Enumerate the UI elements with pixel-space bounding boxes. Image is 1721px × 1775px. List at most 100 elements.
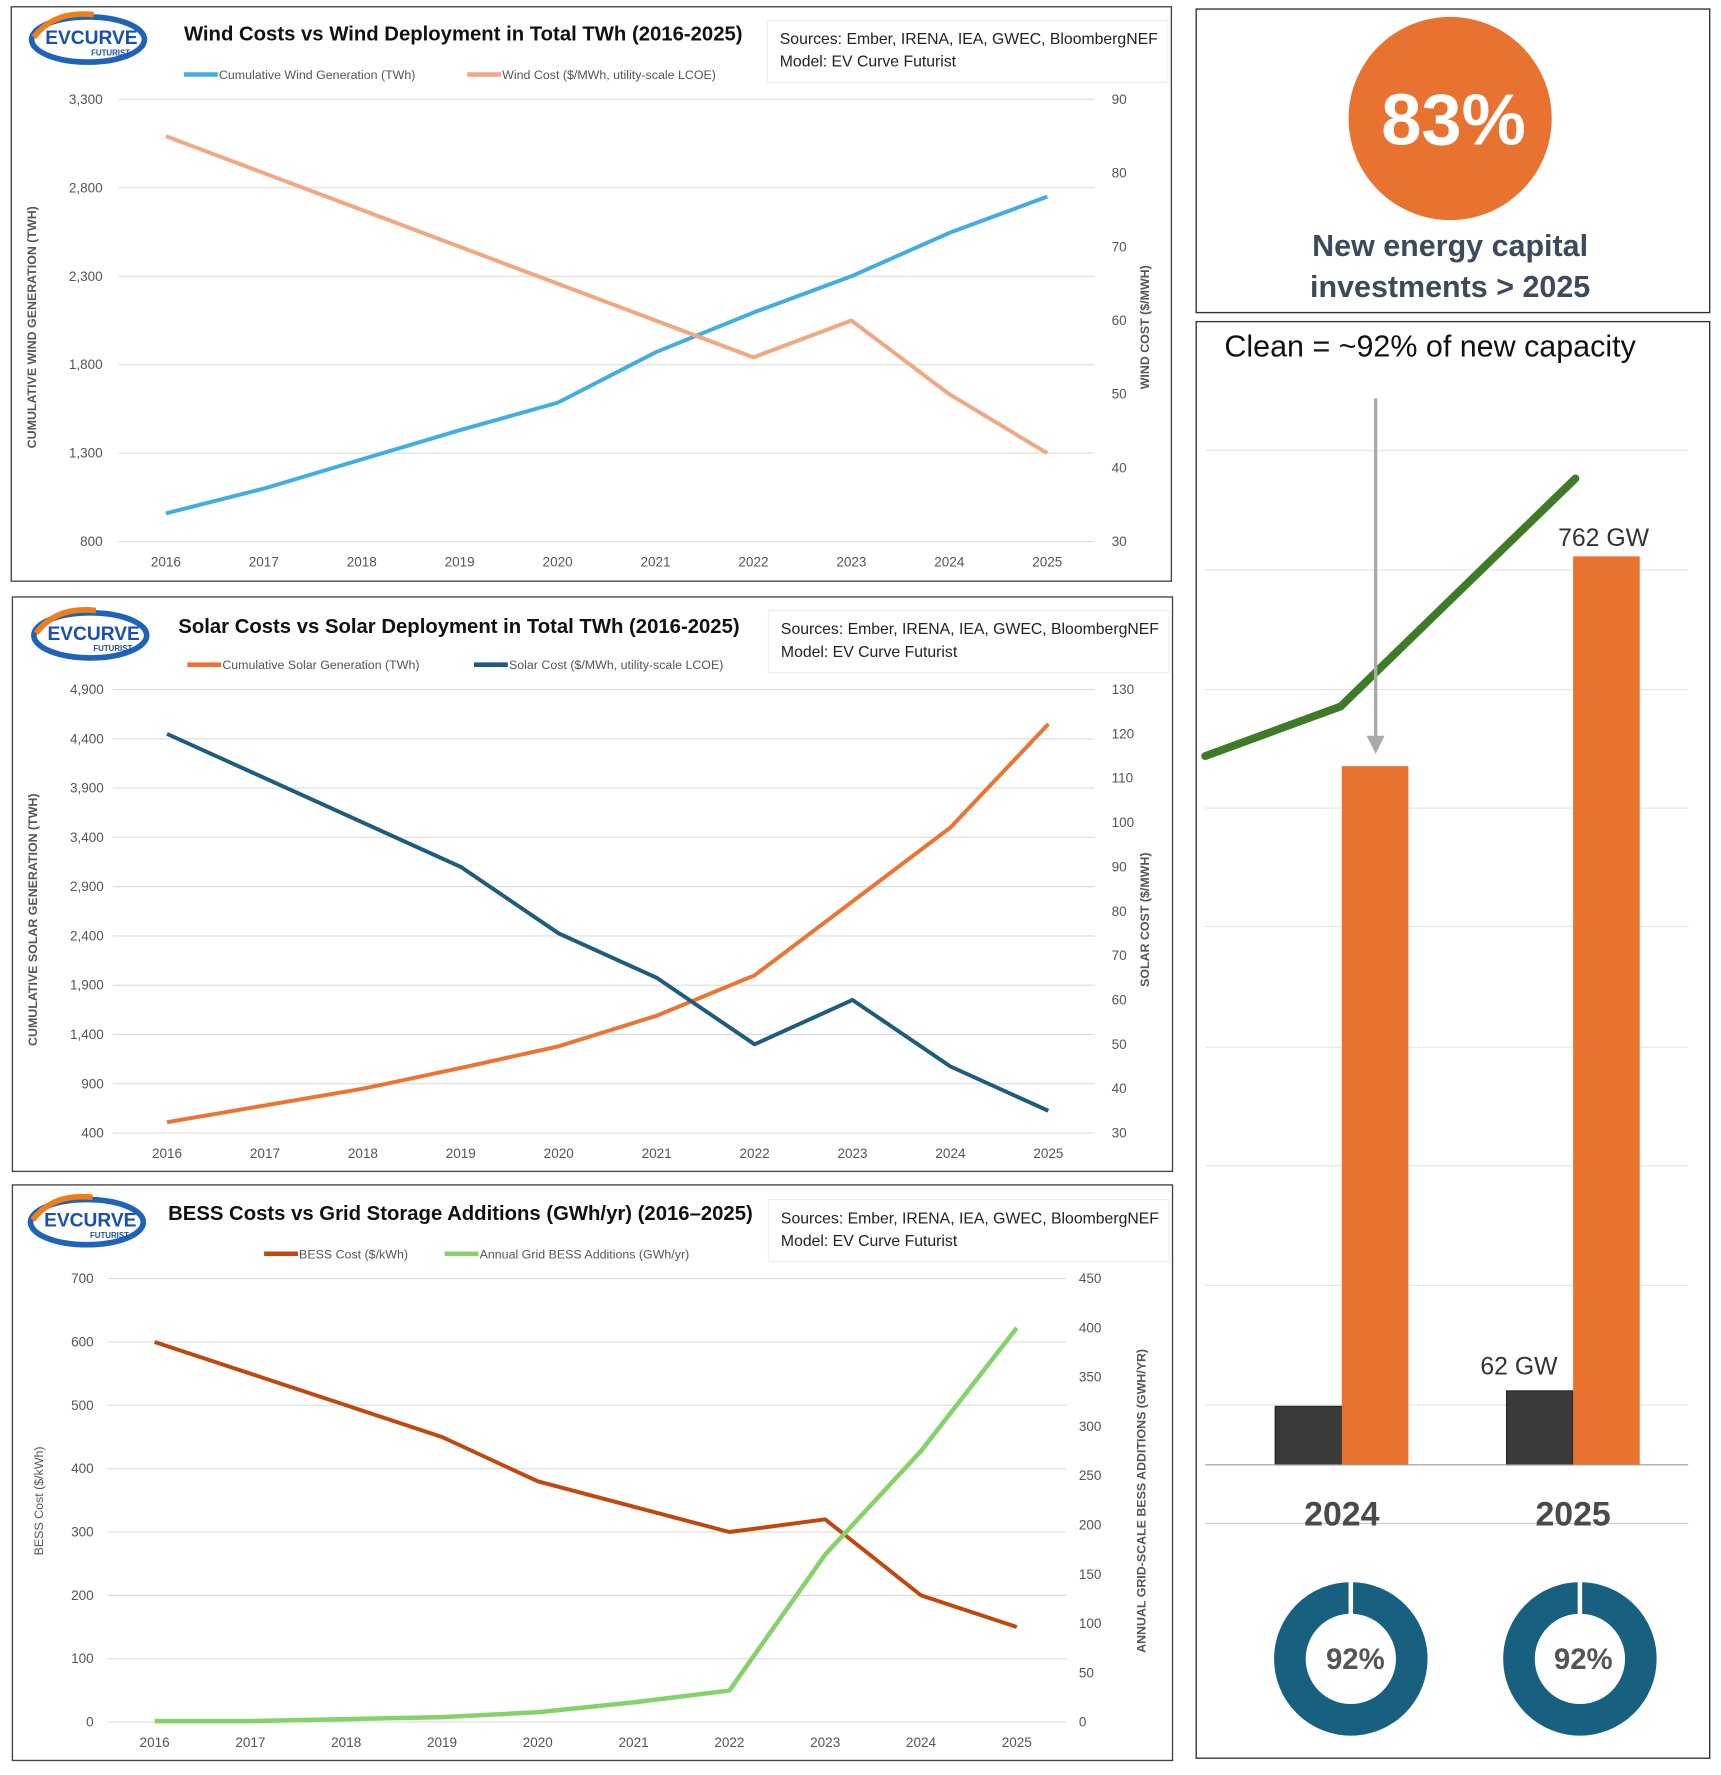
- x-tick-label: 2016: [152, 1146, 182, 1161]
- y2-tick-label: 200: [1079, 1517, 1102, 1532]
- logo-subtitle: FUTURIST: [93, 644, 132, 653]
- y2-tick-label: 60: [1112, 992, 1127, 1007]
- bar-orange-2025: [1573, 556, 1640, 1464]
- bar-dark-2024: [1275, 1406, 1342, 1464]
- y-tick-label: 700: [71, 1271, 94, 1286]
- y-tick-label: 2,800: [69, 180, 103, 195]
- model-text: Model: EV Curve Futurist: [780, 54, 957, 71]
- y2-tick-label: 100: [1112, 815, 1135, 830]
- stat-line-2: investments > 2025: [1310, 270, 1590, 304]
- y-axis-label: CUMULATIVE SOLAR GENERATION (TWH): [26, 793, 40, 1045]
- x-tick-label: 2018: [331, 1735, 361, 1750]
- stat-value: 83%: [1381, 80, 1526, 160]
- legend-entry: Cumulative Wind Generation (TWh): [219, 68, 416, 82]
- logo-wordmark: EVCURVE: [47, 624, 140, 645]
- chart-panel: [11, 7, 1171, 581]
- y-tick-label: 1,800: [69, 357, 103, 372]
- bar-dark-2025: [1507, 1391, 1574, 1465]
- y2-tick-label: 30: [1112, 1126, 1127, 1141]
- x-tick-label: 2020: [523, 1735, 553, 1750]
- logo-wordmark: EVCURVE: [44, 1211, 137, 1232]
- x-tick-label: 2017: [235, 1735, 265, 1750]
- y-tick-label: 1,900: [70, 978, 104, 993]
- x-tick-label: 2025: [1033, 1146, 1063, 1161]
- y2-tick-label: 40: [1112, 460, 1127, 475]
- model-text: Model: EV Curve Futurist: [781, 1233, 958, 1250]
- x-tick-label: 2018: [347, 555, 377, 570]
- chart-title: Solar Costs vs Solar Deployment in Total…: [178, 616, 739, 638]
- model-text: Model: EV Curve Futurist: [781, 644, 958, 661]
- x-tick-label: 2016: [151, 555, 181, 570]
- y-tick-label: 2,400: [70, 928, 104, 943]
- x-tick-label: 2021: [640, 555, 670, 570]
- x-tick-label: 2019: [445, 555, 475, 570]
- bar-orange-2024: [1342, 766, 1409, 1465]
- y2-axis-label: SOLAR COST ($/MWH): [1138, 853, 1152, 987]
- x-tick-label: 2024: [906, 1735, 937, 1750]
- y2-tick-label: 70: [1112, 239, 1127, 254]
- y-tick-label: 100: [71, 1651, 94, 1666]
- x-tick-label: 2022: [738, 555, 768, 570]
- sources-text: Sources: Ember, IRENA, IEA, GWEC, Bloomb…: [781, 1210, 1159, 1227]
- y2-axis-label: ANNUAL GRID-SCALE BESS ADDITIONS (GWH/YR…: [1134, 1349, 1148, 1653]
- category-label-2024: 2024: [1304, 1496, 1379, 1534]
- x-tick-label: 2020: [544, 1146, 574, 1161]
- y-tick-label: 400: [81, 1126, 104, 1141]
- chart-panel: [12, 597, 1172, 1171]
- y-tick-label: 800: [80, 534, 103, 549]
- x-tick-label: 2023: [810, 1735, 840, 1750]
- x-tick-label: 2025: [1032, 555, 1062, 570]
- y-tick-label: 900: [81, 1076, 104, 1091]
- y-tick-label: 2,300: [69, 269, 103, 284]
- sources-text: Sources: Ember, IRENA, IEA, GWEC, Bloomb…: [781, 621, 1159, 638]
- sources-text: Sources: Ember, IRENA, IEA, GWEC, Bloomb…: [780, 31, 1158, 48]
- donut-label-2025: 92%: [1554, 1643, 1613, 1676]
- y2-axis-label: WIND COST ($/MWH): [1138, 265, 1152, 389]
- legend-entry: Solar Cost ($/MWh, utility-scale LCOE): [509, 658, 723, 672]
- y2-tick-label: 120: [1112, 726, 1135, 741]
- y2-tick-label: 50: [1079, 1665, 1094, 1680]
- y-tick-label: 1,300: [69, 446, 103, 461]
- donut-label-2024: 92%: [1326, 1643, 1385, 1676]
- chart-title: Wind Costs vs Wind Deployment in Total T…: [184, 24, 743, 46]
- x-tick-label: 2017: [249, 555, 279, 570]
- y-tick-label: 0: [86, 1715, 94, 1730]
- y2-tick-label: 0: [1079, 1715, 1087, 1730]
- y2-tick-label: 150: [1079, 1567, 1102, 1582]
- y2-tick-label: 60: [1112, 313, 1127, 328]
- category-label-2025: 2025: [1535, 1496, 1610, 1534]
- x-tick-label: 2021: [642, 1146, 672, 1161]
- chart-panel: [12, 1185, 1172, 1761]
- y2-tick-label: 130: [1112, 682, 1135, 697]
- y-axis-label: CUMULATIVE WIND GENERATION (TWH): [25, 206, 39, 448]
- x-tick-label: 2023: [837, 1146, 867, 1161]
- x-tick-label: 2018: [348, 1146, 378, 1161]
- y2-tick-label: 100: [1079, 1616, 1102, 1631]
- x-tick-label: 2016: [140, 1735, 170, 1750]
- x-tick-label: 2019: [427, 1735, 457, 1750]
- sources-box: [769, 1200, 1170, 1262]
- y2-tick-label: 300: [1079, 1419, 1102, 1434]
- y-tick-label: 1,400: [70, 1027, 104, 1042]
- y2-tick-label: 50: [1112, 387, 1127, 402]
- legend-entry: Cumulative Solar Generation (TWh): [222, 658, 419, 672]
- y-tick-label: 600: [71, 1334, 94, 1349]
- logo-subtitle: FUTURIST: [91, 48, 130, 57]
- y2-tick-label: 90: [1112, 92, 1127, 107]
- sources-box: [769, 611, 1170, 673]
- y2-tick-label: 110: [1112, 771, 1134, 786]
- y-axis-label: BESS Cost ($/kWh): [32, 1446, 46, 1555]
- y-tick-label: 4,900: [70, 682, 104, 697]
- y2-tick-label: 90: [1112, 859, 1127, 874]
- y-tick-label: 4,400: [70, 731, 104, 746]
- x-tick-label: 2024: [934, 555, 965, 570]
- y2-tick-label: 80: [1112, 904, 1127, 919]
- legend-entry: BESS Cost ($/kWh): [299, 1247, 408, 1261]
- y2-tick-label: 40: [1112, 1081, 1127, 1096]
- logo-wordmark: EVCURVE: [45, 28, 138, 49]
- bar-label-762gw: 762 GW: [1558, 525, 1650, 552]
- x-tick-label: 2019: [446, 1146, 476, 1161]
